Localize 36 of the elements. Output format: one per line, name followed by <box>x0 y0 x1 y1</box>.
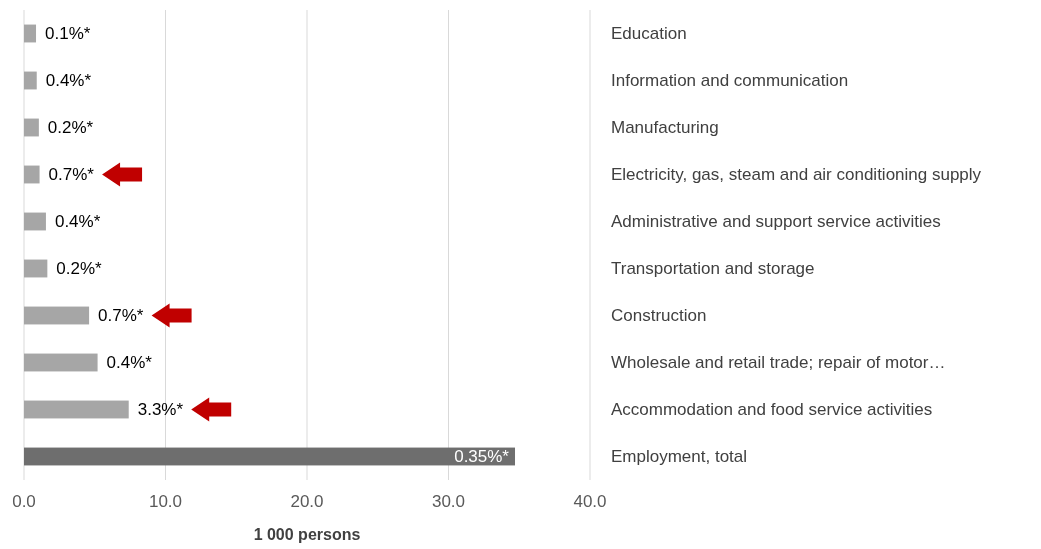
annotation: 0.1%* <box>45 24 91 44</box>
x-tick-label: 20.0 <box>290 492 324 511</box>
bar <box>24 118 39 137</box>
bar <box>24 447 516 466</box>
annotation: 0.7%* <box>98 306 144 326</box>
x-tick-label: 30.0 <box>431 492 466 511</box>
x-axis-title: 1 000 persons <box>253 526 361 543</box>
y-tick-label: Construction <box>611 306 707 326</box>
y-tick-label: Education <box>611 24 687 44</box>
bar <box>24 400 129 419</box>
y-tick-label: Employment, total <box>611 447 748 467</box>
bar <box>24 24 37 43</box>
bar <box>24 259 48 278</box>
y-tick-label: Wholesale and retail trade; repair of motor… <box>611 353 946 373</box>
y-tick-label: Manufacturing <box>611 118 719 138</box>
annotation: 0.7%* <box>48 165 95 185</box>
annotation: 0.4%* <box>45 71 92 91</box>
bar <box>24 71 37 90</box>
bar <box>24 212 46 231</box>
y-tick-label: Administrative and support service activities <box>611 212 941 232</box>
x-tick-label: 40.0 <box>573 492 607 511</box>
annotation: 0.2%* <box>56 259 103 279</box>
annotation: 0.4%* <box>54 212 101 232</box>
annotation: 0.4%* <box>106 353 153 373</box>
bar <box>24 306 90 325</box>
y-tick-label: Electricity, gas, steam and air conditioning supply <box>611 165 982 185</box>
y-tick-label: Information and communication <box>611 71 849 91</box>
bar <box>24 353 98 372</box>
x-tick-label: 0.0 <box>12 492 36 511</box>
y-tick-label: Transportation and storage <box>611 259 815 279</box>
bar <box>24 165 40 184</box>
x-tick-label: 10.0 <box>148 492 183 511</box>
annotation: 3.3%* <box>137 400 184 420</box>
annotation: 0.35%* <box>454 447 510 467</box>
annotation: 0.2%* <box>47 118 94 138</box>
y-tick-label: Accommodation and food service activities <box>611 400 933 420</box>
